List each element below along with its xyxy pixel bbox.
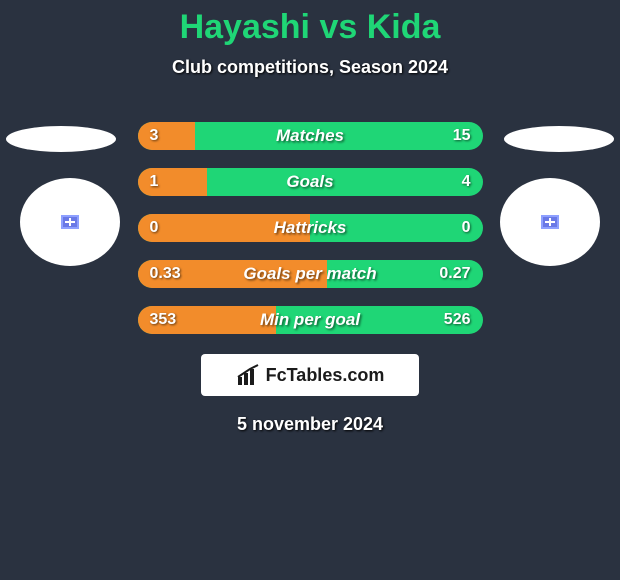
- stat-value-right: 526: [444, 311, 471, 329]
- branding-badge[interactable]: FcTables.com: [201, 354, 419, 396]
- stat-fill-left: [138, 168, 207, 196]
- stat-row: 315Matches: [138, 122, 483, 150]
- date-text: 5 november 2024: [0, 414, 620, 435]
- branding-chart-icon: [236, 363, 260, 387]
- stat-row: 0.330.27Goals per match: [138, 260, 483, 288]
- title-player2: Kida: [367, 8, 441, 46]
- stat-fill-left: [138, 214, 311, 242]
- stat-value-right: 0: [462, 219, 471, 237]
- stat-row: 353526Min per goal: [138, 306, 483, 334]
- page-title: Hayashi vs Kida: [0, 8, 620, 47]
- stat-value-left: 3: [150, 127, 159, 145]
- branding-text: FcTables.com: [266, 365, 385, 386]
- title-player1: Hayashi: [180, 8, 310, 46]
- stat-value-right: 15: [453, 127, 471, 145]
- stat-row: 00Hattricks: [138, 214, 483, 242]
- stat-row: 14Goals: [138, 168, 483, 196]
- stat-value-left: 1: [150, 173, 159, 191]
- stat-value-left: 0: [150, 219, 159, 237]
- stat-value-left: 0.33: [150, 265, 181, 283]
- subtitle: Club competitions, Season 2024: [0, 57, 620, 78]
- stat-value-right: 4: [462, 173, 471, 191]
- title-vs: vs: [319, 8, 357, 46]
- stat-fill-left: [138, 122, 196, 150]
- stat-value-left: 353: [150, 311, 177, 329]
- stat-value-right: 0.27: [439, 265, 470, 283]
- stats-bars: 315Matches14Goals00Hattricks0.330.27Goal…: [138, 122, 483, 334]
